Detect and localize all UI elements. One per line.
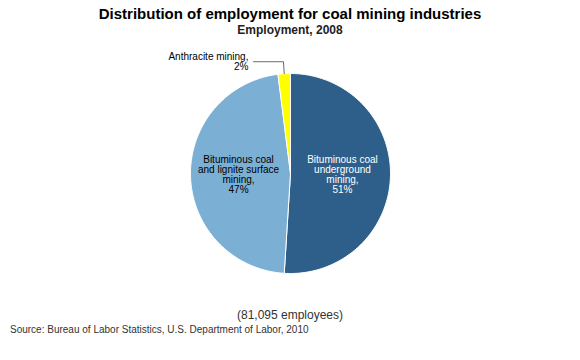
html-text:(81,095 employees): (81,095 employees) <box>237 308 343 322</box>
svg-text:Bituminous coalundergroundmini: Bituminous coalundergroundmining,51% <box>307 154 378 195</box>
html-text:Source: Bureau of Labor Statis: Source: Bureau of Labor Statistics, U.S.… <box>10 324 309 335</box>
svg-text:Bituminous coaland lignite sur: Bituminous coaland lignite surfacemining… <box>198 154 280 195</box>
html-text:Employment, 2008: Employment, 2008 <box>237 23 343 37</box>
svg-text:Anthracite mining,2%: Anthracite mining,2% <box>168 51 248 72</box>
html-text:Distribution of employment for: Distribution of employment for coal mini… <box>98 5 482 22</box>
